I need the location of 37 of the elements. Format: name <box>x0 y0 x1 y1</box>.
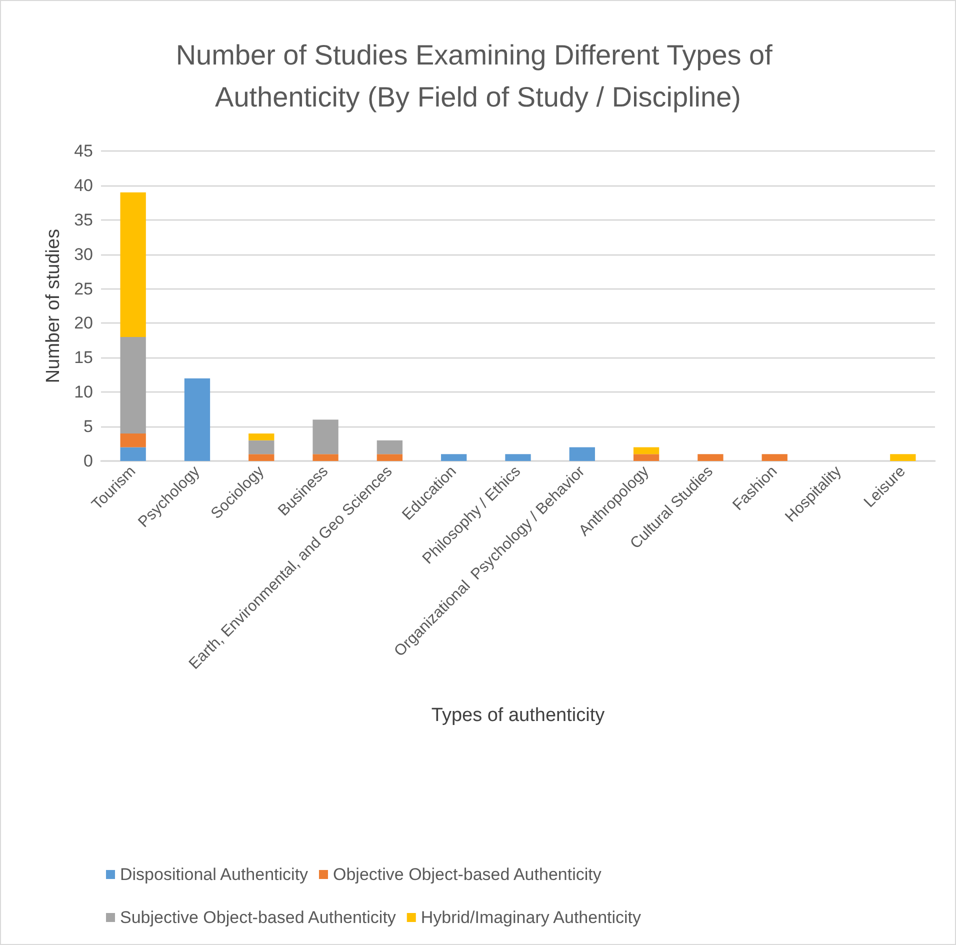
bar <box>698 454 724 461</box>
x-axis-title: Types of authenticity <box>431 705 606 726</box>
bar <box>633 454 660 461</box>
bar <box>120 192 146 337</box>
y-tick-label: 40 <box>74 176 93 195</box>
chart-title: Number of Studies Examining Different Types of Authenticity (By Field of Study / Discipline) <box>176 40 780 112</box>
bar <box>441 454 467 461</box>
y-tick-label: 5 <box>84 417 93 436</box>
bar <box>120 337 146 434</box>
bar <box>184 378 210 461</box>
bar <box>505 454 531 461</box>
bar <box>376 454 403 461</box>
y-tick-label: 25 <box>74 279 93 298</box>
y-tick-label: 20 <box>74 314 93 333</box>
bar <box>376 440 403 454</box>
legend-label: Dispositional Authenticity <box>120 865 309 884</box>
bar <box>312 454 338 461</box>
bar <box>120 447 146 461</box>
bar <box>312 420 338 454</box>
y-tick-label: 30 <box>74 244 93 264</box>
y-axis-title: Number of studies <box>43 228 64 384</box>
y-tick-label: 10 <box>74 382 93 402</box>
y-tick-label: 45 <box>74 142 93 160</box>
y-tick-label: 35 <box>74 210 93 230</box>
y-tick-label: 15 <box>74 348 93 368</box>
bar <box>120 433 146 448</box>
bar <box>569 447 595 461</box>
legend-label: Hybrid/Imaginary Authenticity <box>420 908 642 927</box>
bar <box>762 454 788 461</box>
bar <box>633 447 660 454</box>
bar <box>248 433 274 440</box>
bar <box>890 454 916 461</box>
bar <box>248 440 274 454</box>
legend-label: Subjective Object-based Authenticity <box>120 908 396 927</box>
y-tick-label: 0 <box>84 452 93 470</box>
bar <box>248 454 274 461</box>
legend-label: Objective Object-based Authenticity <box>332 865 602 884</box>
